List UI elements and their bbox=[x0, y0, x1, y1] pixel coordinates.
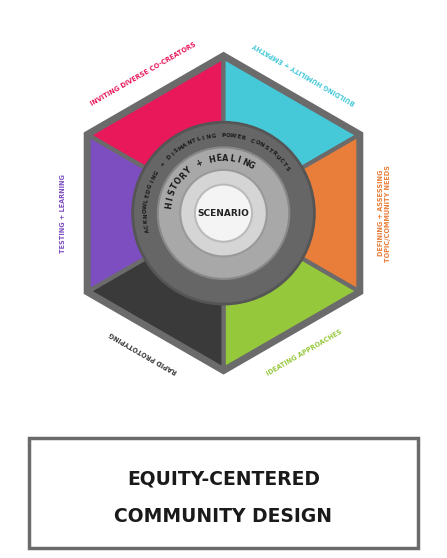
Text: +: + bbox=[159, 161, 166, 168]
Text: U: U bbox=[274, 154, 281, 161]
Text: N: N bbox=[143, 214, 148, 218]
Text: L: L bbox=[144, 199, 149, 203]
Polygon shape bbox=[89, 135, 224, 291]
Text: R: R bbox=[240, 135, 246, 141]
Text: A: A bbox=[145, 228, 151, 233]
Text: I: I bbox=[170, 151, 175, 156]
Text: E: E bbox=[215, 153, 222, 163]
Text: A: A bbox=[182, 142, 188, 148]
Text: N: N bbox=[240, 157, 250, 168]
Text: P: P bbox=[221, 133, 225, 138]
Text: SCENARIO: SCENARIO bbox=[198, 209, 249, 218]
Text: W: W bbox=[230, 133, 237, 139]
Text: O: O bbox=[254, 140, 260, 146]
Text: O: O bbox=[173, 175, 185, 186]
Polygon shape bbox=[224, 57, 358, 213]
Text: G: G bbox=[153, 170, 160, 176]
Text: S: S bbox=[284, 165, 291, 171]
Text: K: K bbox=[143, 219, 149, 223]
Text: C: C bbox=[144, 223, 149, 228]
FancyBboxPatch shape bbox=[29, 438, 418, 547]
Text: COMMUNITY DESIGN: COMMUNITY DESIGN bbox=[114, 507, 333, 526]
Text: C: C bbox=[278, 157, 284, 164]
Text: N: N bbox=[186, 140, 193, 146]
Text: DEFINING + ASSESSING
TOPIC/COMMUNITY NEEDS: DEFINING + ASSESSING TOPIC/COMMUNITY NEE… bbox=[378, 165, 391, 262]
Polygon shape bbox=[224, 135, 358, 291]
Text: I: I bbox=[202, 135, 205, 141]
Text: O: O bbox=[226, 133, 231, 138]
Text: R: R bbox=[270, 151, 277, 157]
Polygon shape bbox=[89, 213, 224, 369]
Circle shape bbox=[133, 122, 314, 304]
Text: T: T bbox=[170, 182, 181, 191]
Text: T: T bbox=[191, 138, 197, 144]
Text: G: G bbox=[246, 160, 256, 171]
Circle shape bbox=[158, 147, 289, 279]
Text: G: G bbox=[147, 184, 153, 190]
Text: S: S bbox=[174, 148, 180, 154]
Text: TESTING + LEARNING: TESTING + LEARNING bbox=[59, 174, 66, 253]
Text: I: I bbox=[149, 180, 155, 184]
Text: N: N bbox=[151, 174, 158, 180]
Text: I: I bbox=[166, 196, 175, 201]
Text: O: O bbox=[143, 209, 148, 213]
Text: E: E bbox=[145, 194, 150, 199]
Circle shape bbox=[180, 170, 267, 257]
Text: N: N bbox=[258, 142, 265, 148]
Text: A: A bbox=[222, 153, 229, 163]
Text: L: L bbox=[229, 154, 235, 163]
Text: INVITING DIVERSE CO-CREATORS: INVITING DIVERSE CO-CREATORS bbox=[89, 41, 197, 107]
Text: RAPID PROTOTYPING: RAPID PROTOTYPING bbox=[108, 330, 178, 374]
Text: G: G bbox=[211, 133, 216, 139]
Text: M: M bbox=[177, 145, 185, 152]
Text: R: R bbox=[178, 170, 189, 181]
Text: L: L bbox=[196, 136, 201, 142]
Text: H: H bbox=[208, 155, 216, 165]
Text: C: C bbox=[250, 138, 255, 144]
Text: +: + bbox=[194, 158, 204, 169]
Text: N: N bbox=[206, 134, 211, 140]
Text: T: T bbox=[281, 161, 287, 167]
Text: W: W bbox=[143, 203, 149, 209]
Text: S: S bbox=[167, 188, 178, 197]
Text: EQUITY-CENTERED: EQUITY-CENTERED bbox=[127, 469, 320, 488]
Text: IDEATING APPROACHES: IDEATING APPROACHES bbox=[265, 328, 343, 377]
Polygon shape bbox=[89, 57, 224, 213]
Text: D: D bbox=[166, 154, 173, 161]
Text: H: H bbox=[164, 201, 174, 209]
Text: BUILDING HUMILITY + EMPATHY: BUILDING HUMILITY + EMPATHY bbox=[252, 42, 356, 105]
Polygon shape bbox=[224, 213, 358, 369]
Text: Y: Y bbox=[183, 166, 193, 176]
Text: D: D bbox=[146, 188, 152, 194]
Text: I: I bbox=[236, 156, 241, 165]
Polygon shape bbox=[89, 57, 358, 369]
Text: E: E bbox=[236, 134, 240, 140]
Text: T: T bbox=[267, 147, 273, 154]
Circle shape bbox=[195, 185, 252, 242]
Text: S: S bbox=[263, 145, 269, 151]
